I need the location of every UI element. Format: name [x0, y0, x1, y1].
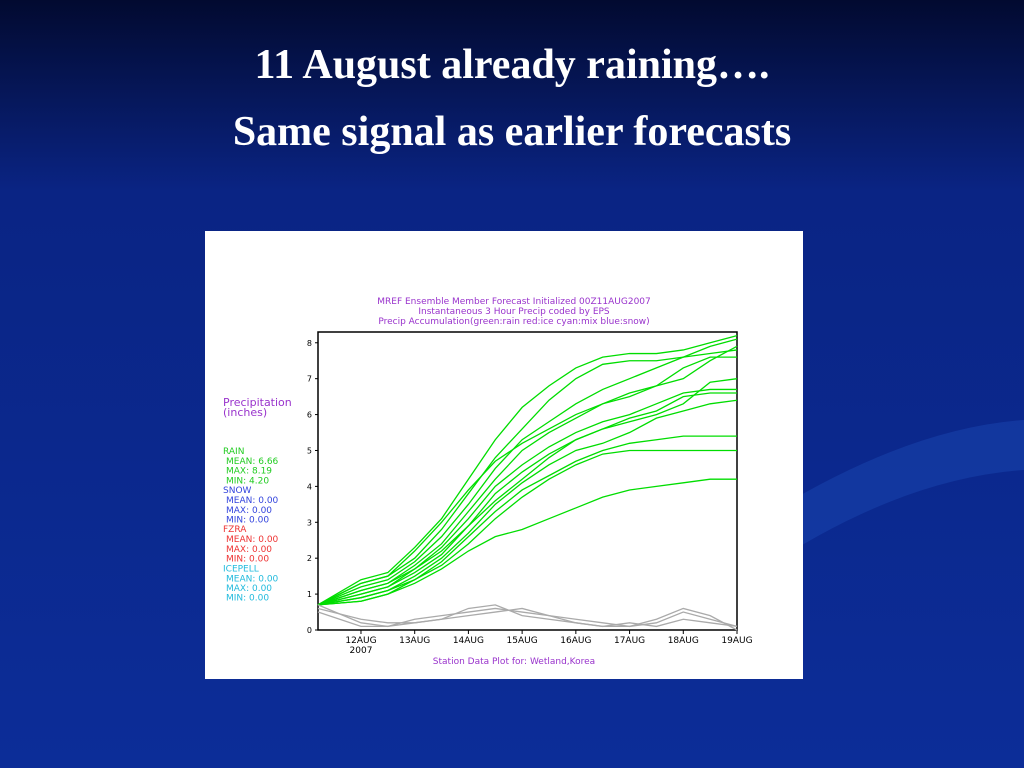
y-tick-label: 8 [307, 339, 312, 348]
stat-label: SNOW [223, 486, 252, 496]
series-line [317, 449, 737, 606]
series-line [317, 334, 738, 606]
slide-title: Same signal as earlier forecasts [233, 109, 791, 155]
series-line [317, 338, 738, 606]
stat-line: MIN: 4.20 [226, 476, 269, 486]
x-tick-label: 18AUG [668, 636, 699, 646]
footer: Station Data Plot for: Wetland,Korea [433, 657, 595, 667]
y-axis-label: Precipitation [223, 396, 292, 409]
y-tick-label: 2 [307, 554, 312, 563]
stat-line: MIN: 0.00 [226, 555, 269, 565]
stat-line: MIN: 0.00 [226, 594, 269, 604]
stat-line: MAX: 0.00 [226, 545, 272, 555]
series-line [317, 392, 737, 606]
y-tick-label: 3 [307, 518, 312, 527]
stat-line: MIN: 0.00 [226, 516, 269, 526]
x-tick-label: 17AUG [614, 636, 645, 646]
stat-line: MEAN: 0.00 [226, 574, 279, 584]
y-tick-label: 1 [307, 590, 312, 599]
stat-line: MAX: 0.00 [226, 506, 272, 516]
y-tick-label: 7 [307, 375, 312, 384]
y-tick-label: 4 [307, 482, 312, 491]
chart: MREF Ensemble Member Forecast Initialize… [223, 297, 753, 667]
slide-title: 11 August already raining…. [255, 42, 770, 88]
stat-line: MEAN: 6.66 [226, 457, 279, 467]
series-line [317, 607, 738, 631]
chart-title: MREF Ensemble Member Forecast Initialize… [377, 297, 651, 307]
stat-line: MAX: 8.19 [226, 467, 272, 477]
stat-label: ICEPELL [223, 564, 259, 574]
series-line [317, 478, 737, 606]
series-line [317, 399, 738, 606]
y-tick-label: 0 [307, 626, 312, 635]
series-line [317, 349, 738, 606]
x-tick-label: 16AUG [560, 636, 591, 646]
x-tick-label: 14AUG [453, 636, 484, 646]
series-line [317, 356, 737, 606]
series-line [317, 378, 738, 606]
x-tick-label: 13AUG [399, 636, 430, 646]
stat-line: MEAN: 0.00 [226, 496, 279, 506]
chart-title: Precip Accumulation(green:rain red:ice c… [378, 317, 649, 327]
plot-frame [317, 331, 738, 631]
x-tick-label: 12AUG [345, 636, 376, 646]
stat-label: RAIN [223, 447, 244, 457]
series-line [317, 435, 737, 606]
x-year-label: 2007 [350, 646, 373, 656]
chart-title: Instantaneous 3 Hour Precip coded by EPS [418, 307, 610, 317]
stat-line: MAX: 0.00 [226, 584, 272, 594]
x-tick-label: 15AUG [507, 636, 538, 646]
x-tick-label: 19AUG [721, 636, 752, 646]
stat-line: MEAN: 0.00 [226, 535, 279, 545]
series-line [317, 604, 738, 628]
y-tick-label: 5 [307, 446, 312, 455]
stat-label: FZRA [223, 525, 247, 535]
y-tick-label: 6 [307, 411, 312, 420]
y-axis-label: (inches) [223, 406, 267, 419]
series-line [317, 388, 737, 606]
series-line [317, 345, 738, 606]
